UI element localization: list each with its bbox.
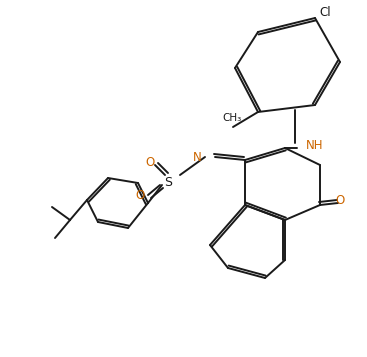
Text: O: O (335, 193, 345, 206)
Text: O: O (136, 188, 145, 201)
Text: Cl: Cl (319, 5, 331, 19)
Text: O: O (146, 156, 155, 169)
Text: S: S (164, 176, 172, 188)
Text: NH: NH (306, 139, 323, 151)
Text: CH₃: CH₃ (223, 113, 242, 123)
Text: N: N (193, 151, 202, 164)
